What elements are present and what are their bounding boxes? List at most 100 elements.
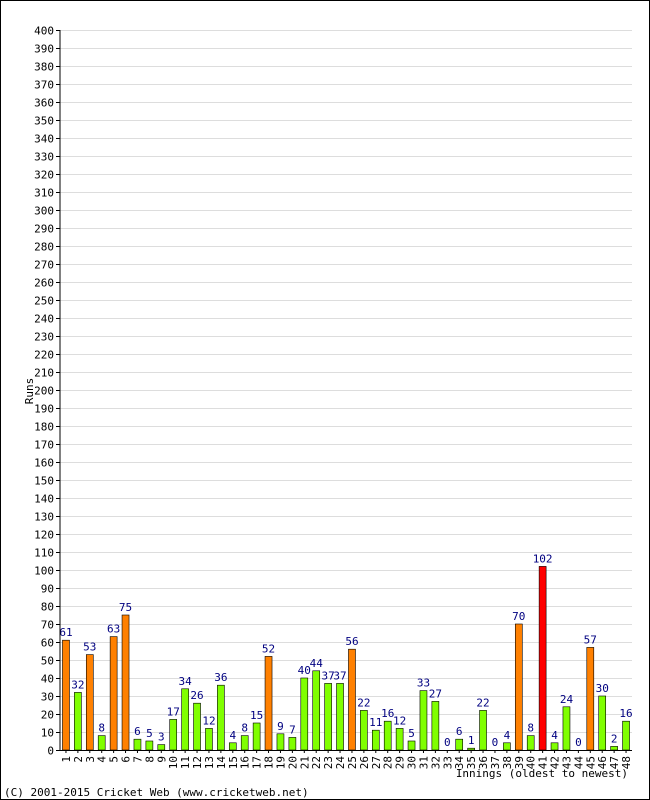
bar [205, 728, 213, 751]
value-label: 15 [250, 709, 263, 722]
bar [431, 701, 440, 751]
bar [85, 654, 94, 751]
bar [538, 566, 547, 751]
y-tick-labels: 0 10 20 30 40 50 60 70 80 90 100 110 120 130 140 150 160… [34, 25, 54, 758]
y-tick-label: 60 [41, 637, 54, 650]
bar [240, 735, 249, 751]
bar [312, 670, 321, 751]
bar [562, 706, 571, 751]
x-tick-label: 33 [441, 756, 454, 769]
y-tick-label: 350 [34, 115, 54, 128]
x-tick-label: 28 [382, 756, 395, 769]
y-tick-label: 130 [34, 511, 54, 524]
x-tick-label: 37 [489, 756, 502, 769]
x-tick-label: 26 [358, 756, 371, 769]
bar [348, 648, 356, 751]
bar [419, 690, 428, 751]
x-tick-label: 14 [215, 756, 228, 770]
bar [252, 722, 261, 751]
bar [371, 729, 380, 751]
x-tick-label: 19 [274, 756, 287, 769]
bar [610, 746, 618, 751]
value-label: 16 [619, 707, 632, 720]
x-tick-label: 34 [453, 756, 466, 770]
bar [217, 684, 225, 751]
value-label: 75 [119, 601, 132, 614]
x-tick-label: 24 [334, 756, 347, 770]
bar [121, 614, 130, 751]
y-tick-label: 20 [41, 709, 54, 722]
value-label: 44 [310, 657, 324, 670]
bar [526, 735, 535, 751]
x-tick-label: 23 [322, 756, 335, 769]
bar [193, 702, 201, 751]
x-tick-label: 9 [155, 756, 168, 763]
value-label: 5 [146, 727, 153, 740]
x-tick-label: 44 [572, 756, 585, 770]
x-tick-label: 1 [60, 756, 73, 763]
value-label: 63 [107, 623, 120, 636]
y-tick-label: 240 [34, 313, 54, 326]
x-tick-label: 8 [143, 756, 156, 763]
y-tick-label: 370 [34, 79, 54, 92]
bar [598, 695, 607, 751]
x-tick-label: 13 [203, 756, 216, 769]
value-label: 4 [229, 729, 236, 742]
bar [395, 728, 404, 751]
y-tick-label: 290 [34, 223, 54, 236]
y-tick-label: 30 [41, 691, 54, 704]
x-tick-label: 43 [560, 756, 573, 769]
value-label: 2 [611, 732, 618, 745]
y-tick-label: 380 [34, 61, 54, 74]
y-tick-label: 320 [34, 169, 54, 182]
x-tick-label: 12 [191, 756, 204, 769]
x-tick-label: 38 [501, 756, 514, 769]
y-tick-label: 360 [34, 97, 54, 110]
value-label: 22 [476, 696, 489, 709]
x-tick-label: 45 [584, 756, 597, 769]
value-label: 0 [444, 736, 451, 749]
x-tick-label: 31 [417, 756, 430, 769]
x-tick-label: 21 [298, 756, 311, 769]
y-tick-label: 10 [41, 727, 54, 740]
bar [586, 647, 595, 751]
bar [133, 738, 142, 751]
value-label: 102 [533, 552, 553, 565]
value-label: 52 [262, 642, 275, 655]
value-label: 22 [357, 696, 370, 709]
x-tick-label: 15 [227, 756, 240, 769]
y-tick-label: 160 [34, 457, 54, 470]
y-tick-label: 170 [34, 439, 54, 452]
y-tick-label: 140 [34, 493, 54, 506]
x-tick-label: 40 [525, 756, 538, 769]
value-label: 40 [298, 664, 311, 677]
x-axis-label: Innings (oldest to newest) [456, 767, 628, 780]
value-label: 24 [560, 693, 574, 706]
copyright-text: (C) 2001-2015 Cricket Web (www.cricketwe… [4, 786, 309, 799]
value-label: 53 [83, 641, 96, 654]
y-tick-label: 50 [41, 655, 54, 668]
x-tick-label: 16 [239, 756, 252, 769]
value-label: 17 [167, 705, 180, 718]
y-axis-label: Runs [23, 378, 36, 405]
x-tick-label: 42 [549, 756, 562, 769]
y-tick-label: 0 [47, 745, 54, 758]
y-tick-label: 120 [34, 529, 54, 542]
x-tick-label: 2 [72, 756, 85, 763]
value-label: 8 [241, 722, 248, 735]
y-tick-label: 40 [41, 673, 54, 686]
y-tick-label: 330 [34, 151, 54, 164]
x-tick-label: 17 [251, 756, 264, 769]
value-label: 36 [214, 671, 227, 684]
bar [181, 688, 189, 751]
value-label: 16 [381, 707, 394, 720]
bar [300, 677, 309, 751]
value-label: 3 [158, 731, 165, 744]
value-label: 6 [456, 725, 463, 738]
bar [264, 656, 273, 751]
bar [550, 742, 559, 751]
x-tick-label: 3 [84, 756, 97, 763]
bar [74, 692, 82, 751]
bar [276, 733, 285, 751]
